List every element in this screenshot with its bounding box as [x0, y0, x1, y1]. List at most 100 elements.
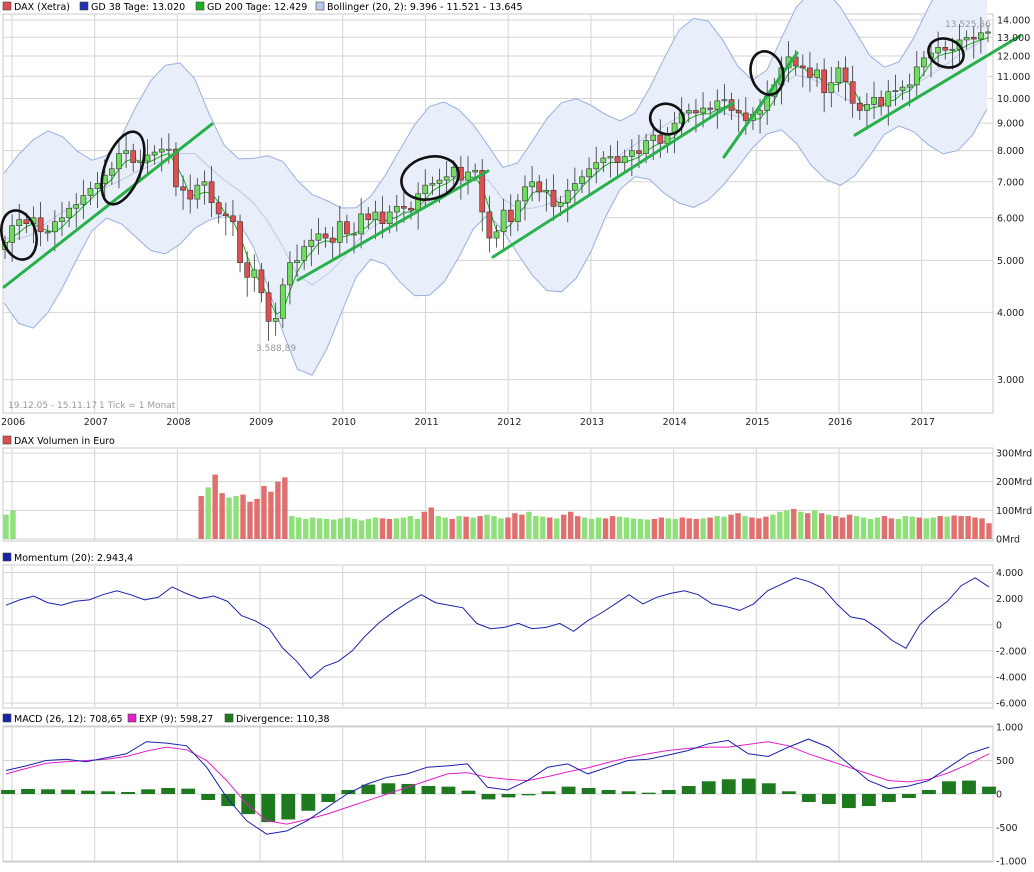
candle-body-121 — [864, 104, 870, 111]
volume-bar-130 — [909, 516, 916, 539]
macd-y-tick-500: 500 — [996, 756, 1014, 767]
candle-body-106 — [757, 110, 763, 115]
volume-bar-66 — [463, 516, 469, 539]
candle-body-132 — [942, 47, 949, 51]
price-y-tick-3000: 3.000 — [997, 375, 1024, 386]
volume-bar-77 — [540, 516, 546, 539]
divergence-bar-4 — [81, 790, 96, 794]
momentum-legend: Momentum (20): 2.943,4 — [2, 552, 133, 564]
candle-body-126 — [899, 86, 906, 91]
divergence-bar-18 — [361, 784, 376, 794]
candle-body-59 — [422, 184, 429, 195]
divergence-bar-36 — [721, 779, 736, 794]
divergence-bar-19 — [381, 783, 396, 794]
price-y-tick-6000: 6.000 — [997, 213, 1024, 224]
x-tick-2006: 2006 — [1, 417, 25, 428]
candle-body-57 — [408, 207, 414, 211]
divergence-bar-29 — [581, 787, 596, 794]
volume-bar-134 — [937, 516, 943, 539]
candle-body-32 — [230, 215, 236, 222]
divergence-bar-40 — [801, 794, 816, 803]
volume-bar-61 — [428, 507, 434, 539]
divergence-bar-13 — [261, 794, 276, 823]
volume-bar-36 — [254, 498, 260, 539]
annotation-circle-3 — [648, 102, 686, 136]
volume-bar-114 — [798, 511, 804, 539]
candle-body-81 — [579, 176, 585, 184]
candle-body-37 — [265, 292, 272, 322]
volume-bar-99 — [693, 518, 699, 539]
divergence-bar-35 — [701, 781, 716, 794]
volume-bar-112 — [784, 510, 790, 539]
candle-body-83 — [593, 162, 600, 170]
max-value-label: 13.525,56 — [945, 20, 991, 30]
candle-body-131 — [935, 47, 941, 54]
volume-bar-33 — [233, 496, 239, 539]
volume-bar-110 — [770, 514, 776, 539]
divergence-bar-37 — [741, 778, 756, 794]
candle-body-52 — [372, 211, 379, 221]
legend-swatch-gd38 — [79, 1, 89, 11]
volume-bar-38 — [268, 491, 274, 539]
candle-body-118 — [842, 67, 849, 82]
divergence-bar-43 — [861, 794, 876, 807]
divergence-bar-3 — [61, 789, 75, 794]
candle-body-77 — [550, 189, 557, 207]
volume-bar-115 — [805, 513, 811, 539]
candle-body-124 — [885, 91, 892, 107]
volume-bar-96 — [672, 518, 678, 539]
candle-body-122 — [871, 97, 877, 105]
candle-body-80 — [571, 183, 578, 191]
legend-swatch-macd — [2, 713, 12, 723]
volume-bar-124 — [867, 518, 874, 539]
candle-body-136 — [970, 36, 977, 40]
candle-body-38 — [272, 318, 279, 322]
legend-bollinger-label: Bollinger (20, 2): 9.396 - 11.521 - 13.6… — [327, 2, 523, 13]
divergence-bar-10 — [201, 794, 216, 801]
volume-bar-117 — [818, 513, 825, 539]
volume-bar-71 — [498, 518, 504, 539]
candle-body-97 — [693, 110, 699, 114]
divergence-bar-1 — [21, 788, 35, 794]
candle-body-114 — [814, 69, 820, 78]
candle-body-33 — [237, 221, 243, 263]
volume-bar-59 — [414, 518, 421, 539]
volume-y-tick-0: 0Mrd — [996, 535, 1020, 546]
trendline-4 — [853, 34, 1022, 137]
candle-body-96 — [685, 110, 692, 114]
candle-body-5 — [37, 217, 44, 233]
x-tick-2010: 2010 — [332, 417, 356, 428]
trendline-2 — [491, 101, 735, 259]
volume-bar-78 — [547, 517, 553, 539]
volume-bars — [3, 474, 992, 539]
volume-bar-1 — [10, 510, 16, 539]
volume-bar-133 — [930, 517, 936, 539]
candle-body-26 — [187, 189, 194, 200]
candle-body-86 — [614, 156, 621, 163]
divergence-bar-6 — [121, 791, 136, 794]
divergence-bar-22 — [441, 786, 456, 794]
candle-body-46 — [329, 237, 336, 243]
volume-bar-108 — [756, 518, 762, 539]
divergence-bar-46 — [922, 789, 936, 794]
momentum-y-tick-0: 0 — [996, 620, 1002, 631]
volume-bar-32 — [226, 497, 232, 539]
candle-body-49 — [351, 233, 357, 236]
candle-body-127 — [906, 84, 913, 88]
candle-body-103 — [735, 110, 742, 114]
candle-body-137 — [978, 32, 984, 40]
candle-body-25 — [180, 186, 186, 191]
divergence-bar-41 — [821, 794, 836, 805]
candle-body-128 — [913, 66, 920, 86]
candle-body-48 — [344, 221, 350, 235]
candle-body-30 — [215, 202, 222, 215]
volume-bar-136 — [951, 515, 957, 539]
volume-y-tick-100: 100Mrd — [996, 506, 1032, 517]
candle-body-88 — [628, 150, 635, 157]
candle-body-55 — [393, 206, 400, 213]
x-tick-2016: 2016 — [828, 417, 852, 428]
candle-body-72 — [515, 200, 521, 222]
volume-bar-80 — [561, 514, 567, 539]
volume-bar-52 — [365, 518, 372, 539]
candle-body-78 — [557, 202, 564, 207]
